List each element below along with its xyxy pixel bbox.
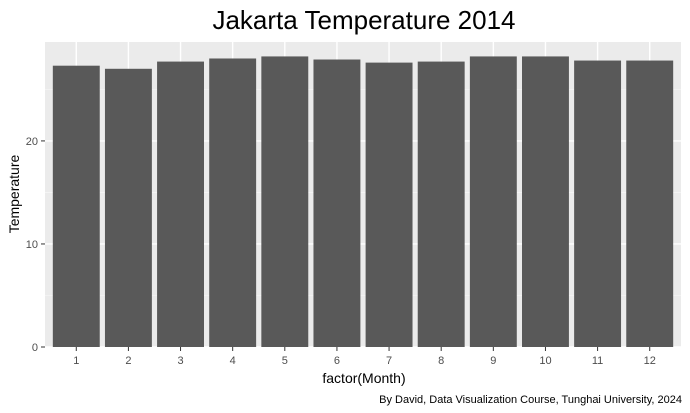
bar-month-11 <box>574 60 622 347</box>
x-tick-label: 2 <box>125 355 131 367</box>
y-tick-label: 20 <box>26 136 38 148</box>
y-tick-label: 0 <box>32 342 38 354</box>
y-tick-label: 10 <box>26 239 38 251</box>
bar-month-3 <box>157 61 204 348</box>
x-tick-label: 12 <box>644 355 656 367</box>
y-axis: 0 10 20 <box>26 136 45 354</box>
x-tick-label: 11 <box>592 355 603 367</box>
chart-caption: By David, Data Visualization Course, Tun… <box>379 394 682 406</box>
bar-month-6 <box>313 59 361 347</box>
bar-month-9 <box>469 56 517 348</box>
x-axis: 1 2 3 4 5 6 7 8 9 10 11 12 <box>73 347 656 367</box>
bar-month-7 <box>365 62 413 348</box>
x-tick-label: 1 <box>73 355 79 367</box>
x-tick-label: 10 <box>539 355 551 367</box>
x-tick-label: 8 <box>438 355 444 367</box>
x-axis-title: factor(Month) <box>322 370 405 386</box>
x-tick-label: 9 <box>490 355 496 367</box>
bar-month-12 <box>626 60 674 347</box>
bar-month-5 <box>261 56 309 348</box>
bars <box>52 56 674 348</box>
x-tick-label: 7 <box>386 355 392 367</box>
x-tick-label: 5 <box>282 355 288 367</box>
x-tick-label: 4 <box>230 355 236 367</box>
x-tick-label: 3 <box>177 355 183 367</box>
bar-month-1 <box>52 65 100 347</box>
x-tick-label: 6 <box>334 355 340 367</box>
bar-month-4 <box>209 58 257 348</box>
y-axis-title: Temperature <box>6 154 22 233</box>
bar-month-2 <box>104 68 152 348</box>
bar-month-10 <box>522 56 569 348</box>
chart-title: Jakarta Temperature 2014 <box>212 5 515 35</box>
bar-month-8 <box>417 61 465 348</box>
